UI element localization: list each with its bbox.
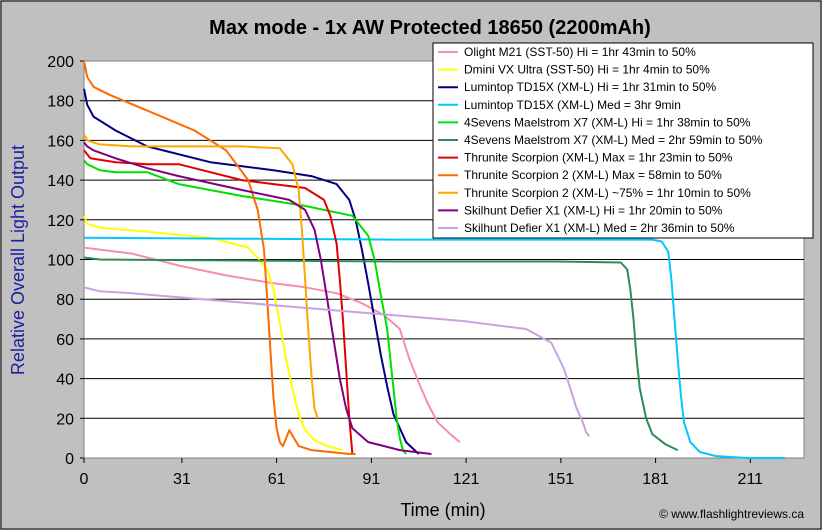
legend-item-label: Skilhunt Defier X1 (XM-L) Hi = 1hr 20min… xyxy=(464,203,723,217)
y-tick-label: 0 xyxy=(65,451,74,468)
series-line-5 xyxy=(83,159,407,455)
legend-item-label: Thrunite Scorpion 2 (XM-L) ~75% = 1hr 10… xyxy=(464,186,751,200)
series-line-3 xyxy=(83,88,420,455)
y-tick-label: 160 xyxy=(47,133,74,150)
series-line-8 xyxy=(83,60,356,455)
x-tick-label: 61 xyxy=(268,471,286,488)
x-tick-label: 121 xyxy=(453,471,480,488)
x-tick-label: 0 xyxy=(80,471,89,488)
x-tick-labels: 0 31 61 91 121 151 181 211 xyxy=(80,471,764,488)
legend-item-label: 4Sevens Maelstrom X7 (XM-L) Med = 2hr 59… xyxy=(464,133,763,147)
x-tick-label: 91 xyxy=(362,471,380,488)
series-line-6 xyxy=(83,256,679,452)
y-tick-label: 20 xyxy=(56,411,74,428)
legend-item-label: Dmini VX Ultra (SST-50) Hi = 1hr 4min to… xyxy=(464,63,710,77)
series-line-2 xyxy=(83,215,344,452)
legend-item-label: Olight M21 (SST-50) Hi = 1hr 43min to 50… xyxy=(464,45,696,59)
legend-item-label: Lumintop TD15X (XM-L) Med = 3hr 9min xyxy=(464,98,681,112)
legend-box xyxy=(432,42,814,239)
series-line-1 xyxy=(83,246,461,443)
y-tick-labels: 0 20 40 60 80 100 120 140 160 180 200 xyxy=(47,54,74,468)
legend-item-label: 4Sevens Maelstrom X7 (XM-L) Hi = 1hr 38m… xyxy=(464,115,751,129)
legend-item-label: Thrunite Scorpion 2 (XM-L) Max = 58min t… xyxy=(464,168,722,182)
series-line-7 xyxy=(83,149,354,455)
series-line-11 xyxy=(83,286,591,437)
x-tick-label: 211 xyxy=(738,471,764,488)
y-tick-label: 120 xyxy=(47,213,74,230)
credit-text: © www.flashlightreviews.ca xyxy=(659,507,804,521)
series-lines xyxy=(83,60,786,459)
series-line-4 xyxy=(83,236,786,459)
chart-title: Max mode - 1x AW Protected 18650 (2200mA… xyxy=(209,17,651,39)
x-axis-title: Time (min) xyxy=(400,500,485,520)
y-tick-label: 60 xyxy=(56,332,74,349)
series-line-10 xyxy=(83,141,432,455)
legend-item-label: Lumintop TD15X (XM-L) Hi = 1hr 31min to … xyxy=(464,80,717,94)
y-tick-label: 140 xyxy=(47,173,74,190)
legend-item-label: Thrunite Scorpion (XM-L) Max = 1hr 23min… xyxy=(464,151,733,165)
x-tick-label: 31 xyxy=(173,471,191,488)
legend: Olight M21 (SST-50) Hi = 1hr 43min to 50… xyxy=(432,42,814,239)
y-tick-label: 100 xyxy=(47,253,74,270)
y-tick-label: 180 xyxy=(47,94,74,111)
x-tick-label: 181 xyxy=(642,471,669,488)
y-axis-title: Relative Overall Light Output xyxy=(8,145,28,375)
series-line-9 xyxy=(83,133,319,419)
x-tick-label: 151 xyxy=(547,471,574,488)
y-tick-label: 80 xyxy=(56,292,74,309)
y-tick-label: 200 xyxy=(47,54,74,71)
legend-item-label: Skilhunt Defier X1 (XM-L) Med = 2hr 36mi… xyxy=(464,221,735,235)
y-tick-label: 40 xyxy=(56,372,74,389)
